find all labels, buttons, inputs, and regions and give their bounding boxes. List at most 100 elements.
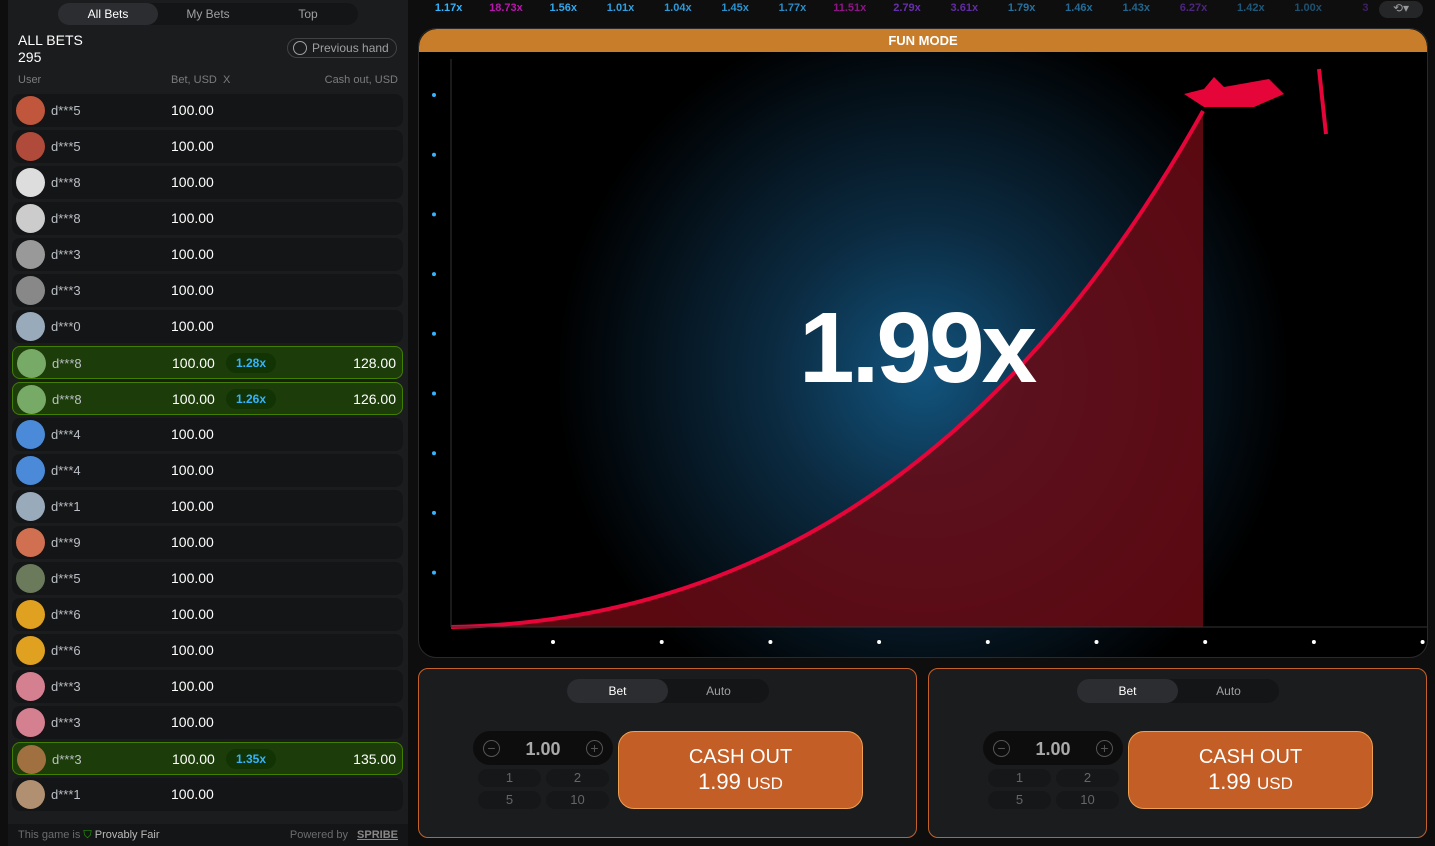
flight-area [451, 111, 1203, 627]
bet-amount-stepper: − 1.00 + [473, 731, 613, 765]
tab-top[interactable]: Top [298, 7, 318, 21]
bet-amount: 100.00 [171, 210, 214, 226]
spribe-logo: SPRIBE [357, 829, 398, 841]
quick-bet-2[interactable]: 2 [1056, 769, 1119, 787]
username: d***4 [51, 463, 81, 478]
plus-icon[interactable]: + [586, 740, 603, 757]
avatar [16, 672, 45, 701]
cash-out-button[interactable]: CASH OUT 1.99 USD [1128, 731, 1373, 809]
username: d***8 [51, 175, 81, 190]
quick-bet-10[interactable]: 10 [546, 791, 609, 809]
y-axis-dot [432, 391, 436, 396]
history-multiplier[interactable]: 1.01x [606, 2, 635, 14]
minus-icon[interactable]: − [993, 740, 1010, 757]
game-canvas: FUN MODE 1.99x [418, 28, 1428, 658]
username: d***5 [51, 139, 81, 154]
cashout-multiplier: 1.26x [226, 389, 276, 409]
tab-my-bets[interactable]: My Bets [186, 7, 230, 21]
username: d***1 [51, 787, 81, 802]
bet-amount: 100.00 [171, 138, 214, 154]
bet-amount: 100.00 [172, 391, 215, 407]
minus-icon[interactable]: − [483, 740, 500, 757]
bet-mode-tabs: Bet Auto [1077, 679, 1279, 703]
avatar [16, 132, 45, 161]
bet-row: d***5 100.00 [12, 130, 403, 163]
history-icon [293, 41, 307, 55]
previous-hand-button[interactable]: Previous hand [287, 38, 397, 58]
avatar [16, 276, 45, 305]
x-axis-dot [1203, 640, 1208, 644]
username: d***5 [51, 571, 81, 586]
quick-bet-10[interactable]: 10 [1056, 791, 1119, 809]
footer-prefix: This game is [18, 829, 81, 841]
cash-out-button[interactable]: CASH OUT 1.99 USD [618, 731, 863, 809]
x-axis-dot [877, 640, 882, 644]
x-axis-dot [1311, 640, 1316, 644]
quick-bet-1[interactable]: 1 [988, 769, 1051, 787]
avatar [17, 745, 46, 774]
avatar [16, 528, 45, 557]
history-multiplier[interactable]: 1.45x [721, 2, 749, 14]
history-multiplier[interactable]: 1.77x [778, 2, 807, 14]
cashout-multiplier: 1.35x [226, 749, 276, 769]
bet-row: d***3 100.00 [12, 706, 403, 739]
avatar [16, 168, 45, 197]
quick-bet-5[interactable]: 5 [478, 791, 541, 809]
history-multiplier[interactable]: 3 [1362, 2, 1369, 14]
history-multiplier[interactable]: 6.27x [1179, 2, 1208, 14]
bet-row: d***8 100.00 [12, 166, 403, 199]
y-axis-dot [432, 331, 436, 336]
bet-row: d***1 100.00 [12, 778, 403, 811]
username: d***8 [52, 392, 82, 407]
history-multiplier[interactable]: 2.79x [893, 2, 921, 14]
bet-row: d***3 100.00 [12, 670, 403, 703]
bet-amount-stepper: − 1.00 + [983, 731, 1123, 765]
history-multiplier[interactable]: 1.43x [1122, 2, 1150, 14]
history-multiplier[interactable]: 1.17x [434, 2, 463, 14]
tab-bet[interactable]: Bet [1077, 679, 1178, 703]
tab-all-bets[interactable]: All Bets [58, 3, 158, 25]
history-multiplier[interactable]: 1.04x [664, 2, 692, 14]
avatar [16, 780, 45, 809]
flight-graph [432, 59, 1427, 644]
column-user: User [18, 74, 42, 86]
history-multiplier[interactable]: 1.42x [1237, 2, 1265, 14]
username: d***3 [51, 715, 81, 730]
current-multiplier: 1.99x [799, 292, 1037, 404]
username: d***3 [51, 679, 81, 694]
x-axis-dot [985, 640, 990, 644]
bet-row: d***0 100.00 [12, 310, 403, 343]
quick-bet-1[interactable]: 1 [478, 769, 541, 787]
tab-auto[interactable]: Auto [706, 684, 731, 698]
avatar [16, 492, 45, 521]
history-multiplier[interactable]: 1.00x [1294, 2, 1322, 14]
history-multiplier[interactable]: 1.56x [549, 2, 577, 14]
history-multiplier[interactable]: 18.73x [489, 2, 523, 14]
bet-row: d***8 100.00 1.26x 126.00 [12, 382, 403, 415]
tab-auto[interactable]: Auto [1216, 684, 1241, 698]
cash-out-value: 1.99 [1208, 769, 1251, 794]
y-axis-dot [432, 152, 436, 157]
history-multiplier[interactable]: 1.46x [1065, 2, 1093, 14]
bet-amount-input[interactable]: 1.00 [525, 739, 561, 759]
bet-amount-input[interactable]: 1.00 [1035, 739, 1071, 759]
plus-icon[interactable]: + [1096, 740, 1113, 757]
avatar [16, 96, 45, 125]
history-multiplier[interactable]: 1.79x [1007, 2, 1036, 14]
quick-bet-2[interactable]: 2 [546, 769, 609, 787]
x-axis-dot [768, 640, 773, 644]
history-toggle-button[interactable]: ⟲▾ [1379, 1, 1423, 18]
cashout-amount: 126.00 [353, 391, 396, 407]
avatar [16, 708, 45, 737]
bet-row: d***5 100.00 [12, 94, 403, 127]
bet-amount: 100.00 [171, 534, 214, 550]
previous-hand-label: Previous hand [312, 41, 389, 55]
provably-fair-link[interactable]: Provably Fair [94, 829, 160, 841]
history-multiplier[interactable]: 11.51x [833, 2, 867, 14]
tab-bet[interactable]: Bet [567, 679, 668, 703]
bet-amount: 100.00 [171, 786, 214, 802]
cashout-multiplier: 1.28x [226, 353, 276, 373]
history-multiplier[interactable]: 3.61x [950, 2, 979, 14]
bet-row: d***6 100.00 [12, 634, 403, 667]
quick-bet-5[interactable]: 5 [988, 791, 1051, 809]
